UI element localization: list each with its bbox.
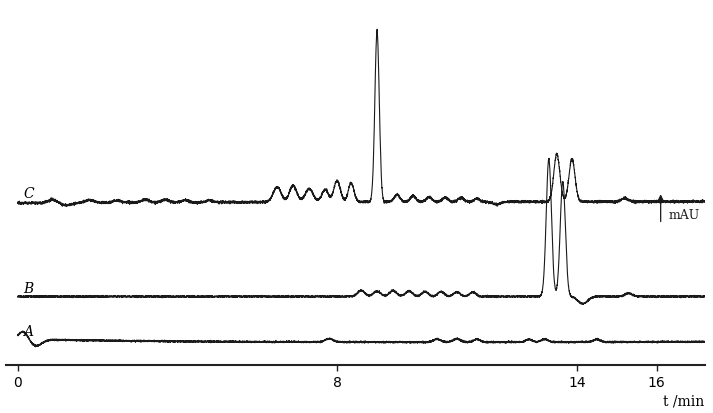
Text: A: A — [24, 325, 34, 339]
Text: C: C — [24, 187, 34, 201]
Text: mAU: mAU — [669, 209, 700, 221]
Text: B: B — [24, 282, 34, 295]
X-axis label: t /min: t /min — [663, 394, 704, 408]
